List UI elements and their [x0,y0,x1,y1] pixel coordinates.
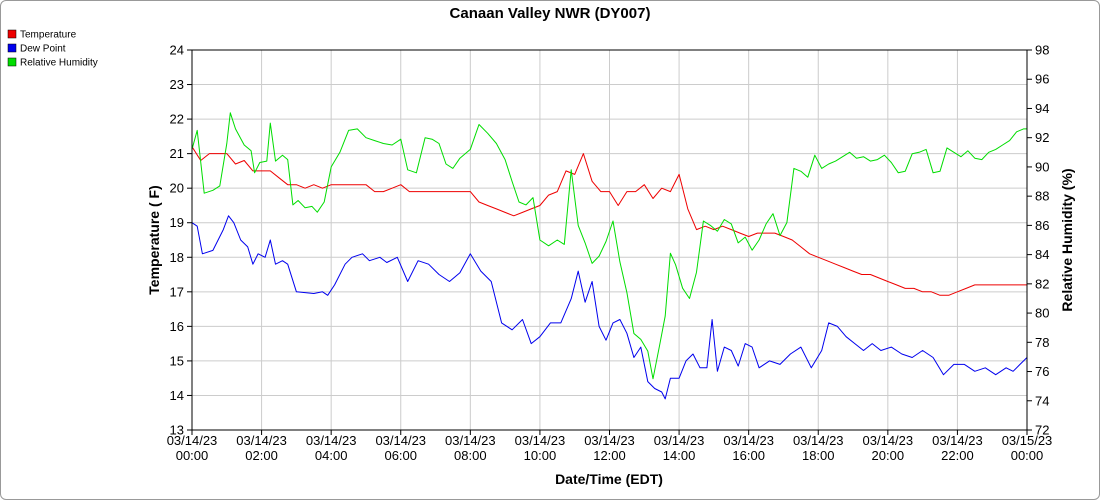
y-right-tick-label: 82 [1035,276,1049,291]
y-left-tick-label: 22 [170,112,184,127]
legend: Temperature Dew Point Relative Humidity [7,29,98,69]
x-tick-label-date: 03/14/23 [306,433,357,448]
y-left-tick-label: 21 [170,146,184,161]
y-right-tick-label: 90 [1035,159,1049,174]
x-tick-label-date: 03/14/23 [445,433,496,448]
y-right-tick-label: 92 [1035,130,1049,145]
legend-label-dew-point: Dew Point [20,44,66,55]
y-right-tick-label: 76 [1035,364,1049,379]
legend-swatch-temperature [7,29,17,39]
x-tick-label-date: 03/14/23 [584,433,635,448]
y-left-tick-label: 24 [170,43,184,58]
legend-label-temperature: Temperature [20,30,77,41]
y-left-tick-label: 20 [170,181,184,196]
grid [191,49,1028,431]
x-tick-label-time: 16:00 [732,448,765,463]
y-left-tick-label: 19 [170,215,184,230]
x-tick-label-time: 20:00 [872,448,905,463]
x-tick-label-time: 00:00 [176,448,209,463]
x-tick-label-time: 10:00 [524,448,557,463]
x-tick-label-date: 03/14/23 [932,433,983,448]
y-left-tick-label: 14 [170,388,184,403]
y-right-tick-label: 74 [1035,393,1049,408]
y-left-tick-label: 16 [170,319,184,334]
y-left-tick-label: 18 [170,250,184,265]
legend-label-relative-humidity: Relative Humidity [20,58,98,69]
x-tick-label-date: 03/14/23 [863,433,914,448]
x-tick-label-time: 06:00 [384,448,417,463]
x-tick-label-time: 18:00 [802,448,835,463]
y-axis-left-title: Temperature ( F) [146,185,162,294]
y-left-tick-label: 15 [170,353,184,368]
x-axis-title: Date/Time (EDT) [555,471,663,487]
y-left-tick-label: 17 [170,284,184,299]
x-tick-label-date: 03/14/23 [167,433,218,448]
x-tick-label-time: 08:00 [454,448,487,463]
y-left-tick-label: 13 [170,423,184,438]
x-tick-label-date: 03/14/23 [793,433,844,448]
y-right-tick-label: 80 [1035,306,1049,321]
series-line-relative-humidity [191,112,1027,380]
series-group [191,112,1028,400]
axis-ticks: 13 14 15 16 17 18 19 20 21 22 23 24 72 74 76 78 80 82 84 86… [167,43,1053,464]
x-tick-label-time: 02:00 [245,448,278,463]
y-right-tick-label: 88 [1035,189,1049,204]
x-tick-label-date: 03/14/23 [236,433,287,448]
x-tick-label-date: 03/14/23 [375,433,426,448]
x-tick-label-date: 03/14/23 [654,433,705,448]
y-right-tick-label: 94 [1035,101,1049,116]
series-line-temperature [191,146,1027,296]
x-tick-label-time: 00:00 [1011,448,1044,463]
x-tick-label-time: 04:00 [315,448,348,463]
y-right-tick-label: 96 [1035,72,1049,87]
chart-title: Canaan Valley NWR (DY007) [450,5,651,22]
x-tick-label-time: 14:00 [663,448,696,463]
y-right-tick-label: 86 [1035,218,1049,233]
y-right-tick-label: 98 [1035,43,1049,58]
legend-swatch-relative-humidity [7,57,17,67]
y-right-tick-label: 72 [1035,423,1049,438]
y-right-tick-label: 78 [1035,335,1049,350]
y-left-tick-label: 23 [170,77,184,92]
x-tick-label-date: 03/14/23 [515,433,566,448]
x-tick-label-time: 12:00 [593,448,626,463]
legend-swatch-dew-point [7,43,17,53]
x-tick-label-date: 03/14/23 [723,433,774,448]
y-axis-right-title: Relative Humidity (%) [1059,168,1075,311]
x-tick-label-time: 22:00 [941,448,974,463]
x-tick-label-date: 03/15/23 [1002,433,1053,448]
series-line-dew-point [191,215,1028,400]
y-right-tick-label: 84 [1035,247,1049,262]
